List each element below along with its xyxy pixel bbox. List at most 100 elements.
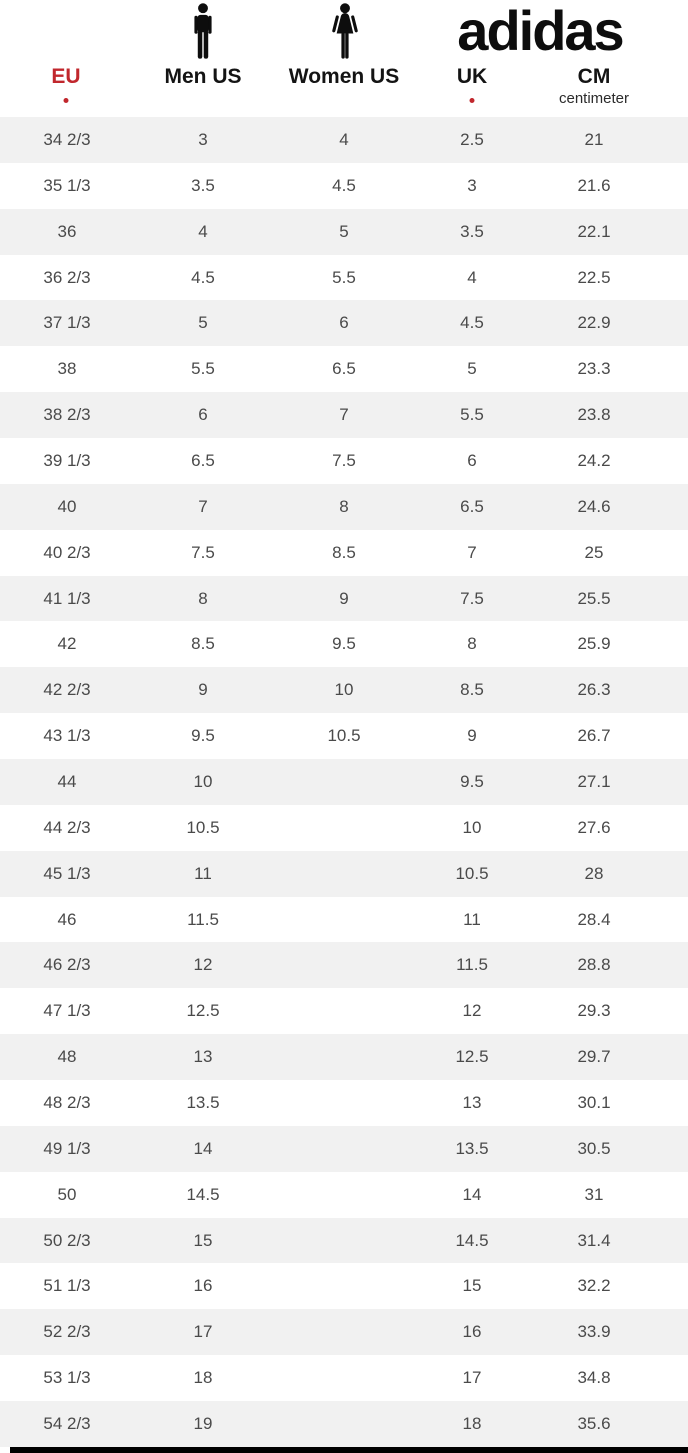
table-row: 42 2/3 9 10 8.5 26.3 bbox=[0, 667, 688, 714]
table-row: 52 2/3 17 16 33.9 bbox=[0, 1309, 688, 1356]
column-header-eu: EU bbox=[51, 65, 81, 88]
table-cell-women_us bbox=[272, 805, 416, 851]
table-cell-men_us: 5 bbox=[198, 313, 208, 333]
table-row: 50 2/3 15 14.5 31.4 bbox=[0, 1217, 688, 1264]
size-conversion-table: 34 2/3 3 4 2.5 21 35 1/3 3.5 4.5 3 21.6 36 4 5 3.5 22.… bbox=[0, 117, 688, 1447]
table-cell-women_us bbox=[272, 988, 416, 1034]
table-cell-women_us: 8.5 bbox=[332, 542, 356, 562]
table-cell-women_us: 7.5 bbox=[332, 450, 356, 470]
table-cell-eu: 42 2/3 bbox=[43, 680, 91, 700]
table-cell-men_us: 3 bbox=[198, 129, 208, 149]
table-cell-cm: 26.3 bbox=[577, 680, 611, 700]
table-cell-cm: 30.1 bbox=[577, 1092, 611, 1112]
table-cell-men_us: 9.5 bbox=[191, 726, 215, 746]
table-cell-eu: 48 2/3 bbox=[43, 1092, 91, 1112]
table-cell-men_us: 18 bbox=[193, 1368, 213, 1388]
table-cell-cm: 23.3 bbox=[577, 359, 611, 379]
table-row: 40 2/3 7.5 8.5 7 25 bbox=[0, 529, 688, 576]
table-row: 51 1/3 16 15 32.2 bbox=[0, 1263, 688, 1310]
table-cell-eu: 36 bbox=[57, 221, 77, 241]
table-cell-men_us: 7.5 bbox=[191, 542, 215, 562]
table-cell-men_us: 8.5 bbox=[191, 634, 215, 654]
table-cell-men_us: 6.5 bbox=[191, 450, 215, 470]
table-row: 54 2/3 19 18 35.6 bbox=[0, 1401, 688, 1447]
table-cell-cm: 31.4 bbox=[577, 1230, 611, 1250]
table-row: 36 4 5 3.5 22.1 bbox=[0, 208, 688, 255]
table-cell-women_us bbox=[272, 1401, 416, 1447]
table-row: 42 8.5 9.5 8 25.9 bbox=[0, 621, 688, 668]
table-cell-men_us: 10.5 bbox=[186, 817, 220, 837]
table-cell-women_us: 5.5 bbox=[332, 267, 356, 287]
table-cell-men_us: 11 bbox=[194, 863, 212, 883]
table-cell-eu: 46 2/3 bbox=[43, 955, 91, 975]
table-cell-women_us bbox=[272, 1355, 416, 1401]
table-cell-women_us bbox=[272, 942, 416, 988]
table-cell-eu: 48 bbox=[57, 1047, 77, 1067]
table-cell-men_us: 5.5 bbox=[191, 359, 215, 379]
table-cell-uk: 7 bbox=[467, 542, 477, 562]
table-cell-men_us: 17 bbox=[193, 1322, 213, 1342]
column-header-women-us: Women US bbox=[288, 65, 400, 88]
table-row: 48 2/3 13.5 13 30.1 bbox=[0, 1080, 688, 1126]
table-cell-uk: 11.5 bbox=[456, 955, 488, 975]
table-cell-cm: 25.5 bbox=[577, 588, 611, 608]
table-cell-cm: 27.6 bbox=[577, 817, 611, 837]
table-cell-women_us: 4.5 bbox=[332, 175, 356, 195]
table-cell-uk: 13.5 bbox=[455, 1138, 489, 1158]
table-row: 36 2/3 4.5 5.5 4 22.5 bbox=[0, 254, 688, 301]
table-cell-women_us: 8 bbox=[339, 496, 349, 516]
table-cell-uk: 12 bbox=[462, 1001, 482, 1021]
table-cell-uk: 8.5 bbox=[460, 680, 484, 700]
table-cell-cm: 24.2 bbox=[577, 450, 611, 470]
table-row: 43 1/3 9.5 10.5 9 26.7 bbox=[0, 713, 688, 760]
table-cell-uk: 3 bbox=[467, 175, 477, 195]
table-cell-cm: 25.9 bbox=[577, 634, 611, 654]
table-cell-eu: 38 bbox=[57, 359, 77, 379]
table-row: 46 2/3 12 11.5 28.8 bbox=[0, 942, 688, 989]
table-cell-uk: 14 bbox=[462, 1184, 482, 1204]
table-cell-eu: 44 2/3 bbox=[43, 817, 91, 837]
table-cell-eu: 50 bbox=[57, 1184, 77, 1204]
table-cell-men_us: 19 bbox=[193, 1413, 213, 1433]
table-cell-women_us: 6.5 bbox=[332, 359, 356, 379]
table-cell-uk: 8 bbox=[467, 634, 477, 654]
table-row: 35 1/3 3.5 4.5 3 21.6 bbox=[0, 162, 688, 209]
table-cell-uk: 17 bbox=[462, 1368, 482, 1388]
table-cell-women_us: 6 bbox=[339, 313, 349, 333]
table-row: 38 2/3 6 7 5.5 23.8 bbox=[0, 392, 688, 439]
table-cell-uk: 9.5 bbox=[460, 771, 484, 791]
adidas-logo: adidas bbox=[457, 0, 624, 62]
table-cell-cm: 31 bbox=[584, 1184, 604, 1204]
table-cell-cm: 26.7 bbox=[577, 726, 611, 746]
table-cell-eu: 45 1/3 bbox=[43, 863, 91, 883]
table-cell-men_us: 6 bbox=[198, 405, 208, 425]
table-cell-cm: 21 bbox=[584, 129, 604, 149]
table-cell-men_us: 7 bbox=[198, 496, 208, 516]
bottom-bar bbox=[10, 1447, 688, 1453]
table-cell-women_us bbox=[272, 759, 416, 805]
table-cell-women_us: 10.5 bbox=[327, 726, 361, 746]
table-cell-eu: 47 1/3 bbox=[43, 1001, 91, 1021]
table-cell-women_us bbox=[272, 897, 416, 943]
table-cell-cm: 28.8 bbox=[577, 955, 611, 975]
table-cell-uk: 10.5 bbox=[455, 863, 489, 883]
table-cell-eu: 38 2/3 bbox=[43, 405, 91, 425]
table-cell-uk: 4.5 bbox=[460, 313, 484, 333]
table-cell-cm: 29.7 bbox=[577, 1047, 611, 1067]
table-cell-women_us bbox=[272, 851, 416, 897]
table-cell-eu: 40 2/3 bbox=[43, 542, 91, 562]
table-cell-eu: 49 1/3 bbox=[43, 1138, 91, 1158]
table-cell-eu: 46 bbox=[57, 909, 77, 929]
table-cell-cm: 25 bbox=[584, 542, 604, 562]
table-cell-men_us: 15 bbox=[193, 1230, 213, 1250]
table-cell-uk: 3.5 bbox=[460, 221, 484, 241]
table-cell-uk: 6 bbox=[467, 450, 477, 470]
table-cell-women_us bbox=[272, 1080, 416, 1126]
table-cell-men_us: 13 bbox=[193, 1047, 213, 1067]
table-cell-uk: 14.5 bbox=[455, 1230, 489, 1250]
table-cell-cm: 33.9 bbox=[577, 1322, 611, 1342]
table-cell-men_us: 10 bbox=[193, 771, 213, 791]
table-cell-men_us: 4.5 bbox=[191, 267, 215, 287]
table-cell-uk: 12.5 bbox=[455, 1047, 489, 1067]
